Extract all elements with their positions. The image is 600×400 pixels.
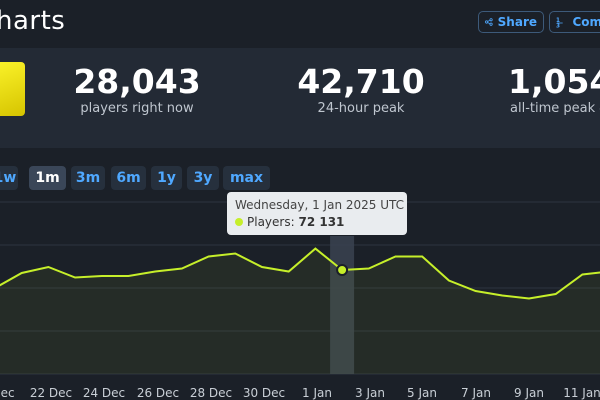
x-tick-label: 1 Jan (302, 386, 332, 400)
stats-panel: 28,043 players right now 42,710 24-hour … (0, 48, 600, 148)
share-button[interactable]: Share (478, 11, 544, 33)
x-tick-label: 11 Jan (563, 386, 600, 400)
page-title: harts (0, 6, 66, 36)
x-tick-label: 24 Dec (82, 386, 126, 400)
compare-icon: 13 (556, 18, 563, 28)
stat-all-time-peak-value: 1,054, (508, 62, 600, 101)
chart-tooltip: Wednesday, 1 Jan 2025 UTC Players: 72 13… (227, 192, 407, 235)
range-button-max[interactable]: max (223, 166, 270, 190)
stat-current-players-label: players right now (80, 101, 194, 116)
range-button-3y[interactable]: 3y (187, 166, 219, 190)
x-tick-label: 3 Jan (355, 386, 385, 400)
stat-all-time-peak-label: all-time peak 4.1 (510, 101, 600, 116)
series-line-players (0, 247, 600, 300)
stat-24h-peak-value: 42,710 (297, 62, 425, 101)
x-tick-label: 7 Jan (461, 386, 491, 400)
chart-area (0, 148, 600, 400)
x-tick-label: 26 Dec (136, 386, 180, 400)
tooltip-series-name: Players: (247, 215, 295, 229)
tooltip-row: Players: 72 131 (235, 215, 399, 229)
range-button-1m[interactable]: 1m (29, 166, 66, 190)
series-dot-icon (235, 218, 243, 226)
x-tick-label: 9 Jan (514, 386, 544, 400)
range-button-6m[interactable]: 6m (111, 166, 146, 190)
stat-current-players-value: 28,043 (73, 62, 201, 101)
svg-text:1: 1 (556, 18, 560, 24)
x-tick-label: 30 Dec (242, 386, 286, 400)
x-tick-label: Dec (0, 386, 15, 400)
tooltip-date: Wednesday, 1 Jan 2025 UTC (235, 198, 405, 212)
share-label: Share (497, 15, 537, 29)
x-tick-label: 28 Dec (189, 386, 233, 400)
share-icon (485, 18, 493, 26)
compare-label: Com (572, 15, 600, 29)
hover-band (330, 236, 355, 374)
series-area (0, 248, 600, 374)
x-tick-label: 22 Dec (29, 386, 73, 400)
range-button-1w[interactable]: 1w (0, 166, 18, 190)
game-thumbnail (0, 62, 25, 116)
tooltip-value: 72 131 (298, 215, 345, 229)
svg-text:3: 3 (556, 24, 560, 28)
range-button-1y[interactable]: 1y (151, 166, 182, 190)
range-button-3m[interactable]: 3m (71, 166, 105, 190)
stat-24h-peak-label: 24-hour peak (317, 101, 405, 116)
x-tick-label: 5 Jan (407, 386, 437, 400)
highlight-point[interactable] (336, 264, 349, 276)
